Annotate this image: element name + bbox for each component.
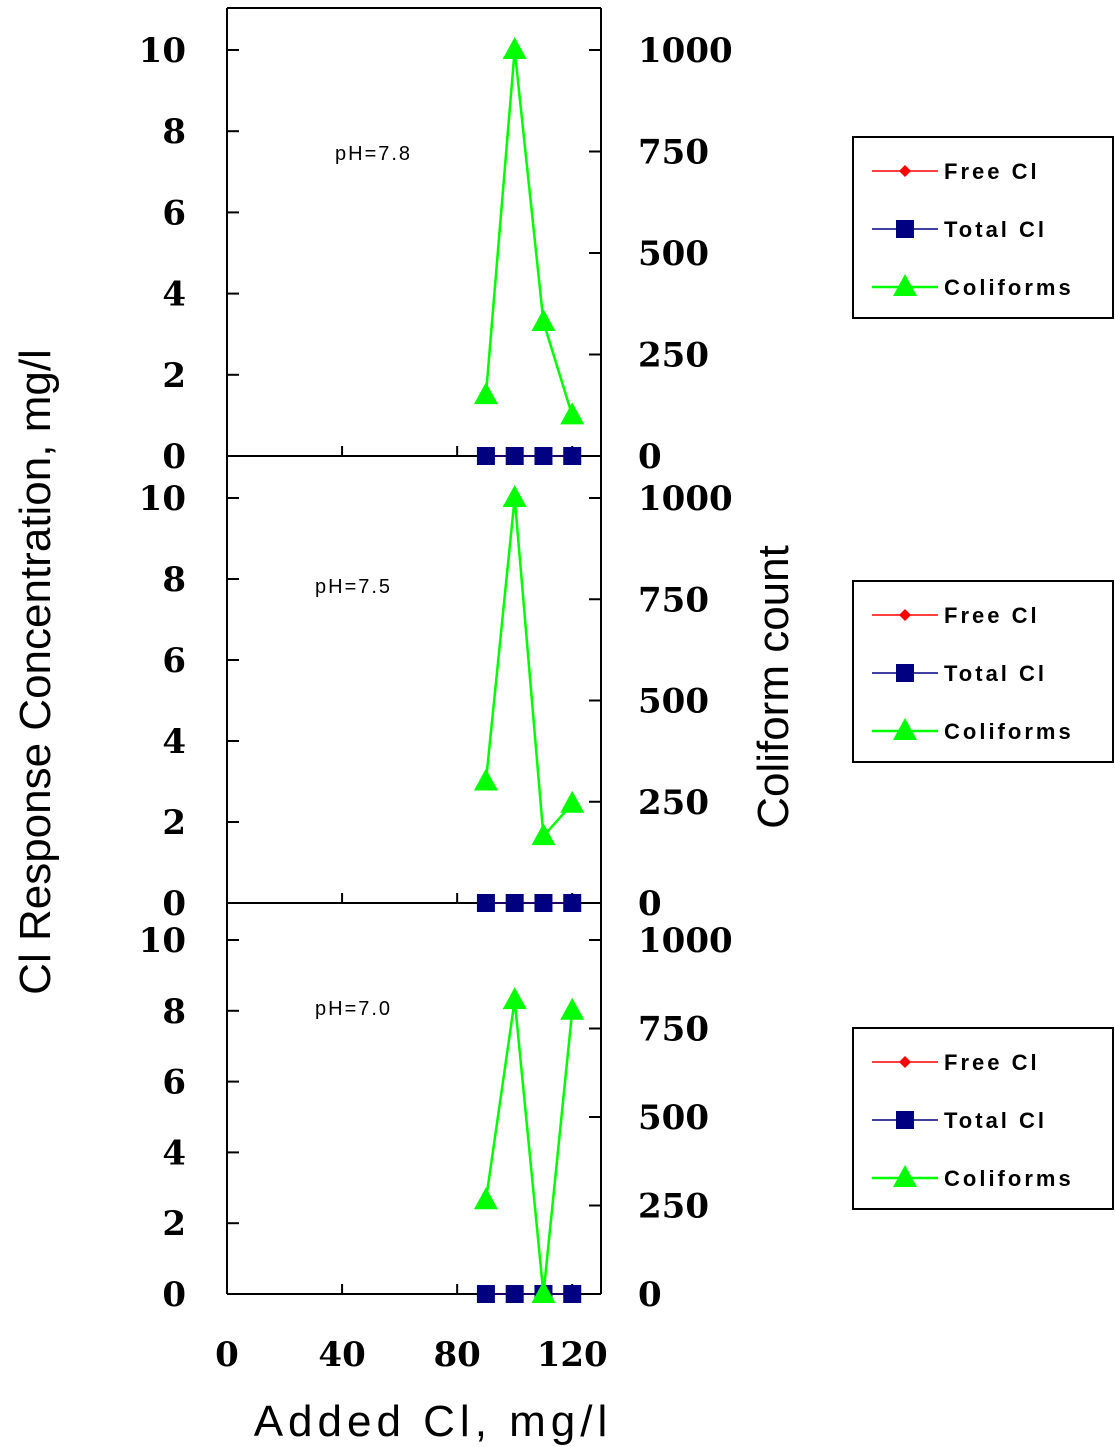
panel-1-total-cl-point-0 — [476, 447, 495, 465]
panel-2-legend-marker-1 — [896, 664, 914, 682]
x-tick-label: 0 — [215, 1335, 239, 1375]
y-axis-title: Cl Response Concentration, mg/l — [11, 349, 60, 995]
panel-3-legend-label: Total Cl — [944, 1108, 1047, 1133]
panel-1-legend-label: Free Cl — [944, 159, 1040, 184]
panel-1-coliforms-point-3 — [560, 402, 585, 425]
panel-2-coliforms-line — [484, 497, 574, 840]
panel-3-annotation: pH=7.0 — [315, 998, 392, 1020]
panel-1-coliforms-line — [484, 49, 574, 416]
panel-2-annotation: pH=7.5 — [315, 576, 392, 598]
panel-1-coliforms-point-1 — [502, 37, 527, 59]
panel-3-y-tick-label: 6 — [162, 1063, 186, 1103]
panel-3-legend-label: Free Cl — [944, 1050, 1040, 1075]
panel-2-coliforms-point-2 — [531, 823, 556, 846]
panel-3-legend-marker-1 — [896, 1111, 914, 1129]
panel-2-total-cl-point-0 — [476, 894, 495, 912]
panel-3-y2-tick-label: 0 — [638, 1275, 662, 1315]
panel-1-y-tick-label: 6 — [162, 193, 186, 233]
panel-2-y-tick-label: 4 — [162, 722, 186, 762]
panel-3-y-tick-label: 2 — [162, 1204, 186, 1244]
panel-1-coliforms-point-0 — [473, 382, 498, 405]
panel-1-y-tick-label: 4 — [162, 275, 186, 315]
panel-2-legend-marker-0 — [899, 609, 911, 621]
panel-3-legend-marker-2 — [893, 1165, 917, 1187]
panel-2-coliforms-point-3 — [560, 790, 585, 813]
panel-2-legend-label: Coliforms — [944, 719, 1074, 744]
panel-2-y2-tick-label: 0 — [638, 884, 662, 924]
panel-3-y-tick-label: 10 — [139, 921, 186, 961]
panel-3-y-tick-label: 0 — [162, 1275, 186, 1315]
panel-2-legend-marker-2 — [893, 718, 917, 740]
panel-2-y-tick-label: 0 — [162, 884, 186, 924]
y2-axis-title: Coliform count — [749, 545, 798, 829]
panel-2-coliforms-point-1 — [502, 485, 527, 507]
panel-1-y2-tick-label: 0 — [638, 437, 662, 477]
panel-1-y2-tick-label: 750 — [638, 133, 709, 173]
x-tick-label: 80 — [433, 1335, 480, 1375]
panel-1-y2-tick-label: 250 — [638, 336, 709, 376]
panel-3-y-tick-label: 4 — [162, 1133, 186, 1173]
panel-3-y2-tick-label: 1000 — [638, 921, 733, 961]
panel-2-y2-tick-label: 250 — [638, 783, 709, 823]
panel-2-y2-tick-label: 750 — [638, 580, 709, 620]
panel-2-y-tick-label: 10 — [139, 479, 186, 519]
panel-3-legend-label: Coliforms — [944, 1166, 1074, 1191]
panel-1-legend-marker-1 — [896, 220, 914, 238]
panel-2-y-tick-label: 8 — [162, 560, 186, 600]
panel-1-total-cl-point-1 — [505, 447, 524, 465]
panel-2-total-cl-point-1 — [505, 894, 524, 912]
panel-1-legend-label: Total Cl — [944, 217, 1047, 242]
panel-3-legend-marker-0 — [899, 1056, 911, 1068]
panel-3-coliforms-point-3 — [560, 997, 585, 1020]
panel-1-legend-marker-0 — [899, 165, 911, 177]
panel-3-coliforms-point-1 — [502, 987, 527, 1010]
panel-1-total-cl-point-3 — [563, 447, 582, 465]
panel-3-y2-tick-label: 500 — [638, 1098, 709, 1138]
panel-3-coliforms-point-2 — [531, 1281, 556, 1303]
x-axis-title: Added Cl, mg/l — [254, 1397, 613, 1446]
panel-3-total-cl-point-3 — [563, 1285, 582, 1303]
panel-2-total-cl-point-2 — [534, 894, 553, 912]
panel-1-y-tick-label: 10 — [139, 31, 186, 71]
panel-3-total-cl-point-0 — [476, 1285, 495, 1303]
panel-3-coliforms-line — [484, 1000, 574, 1295]
panel-1-coliforms-point-2 — [531, 309, 556, 332]
panel-2-y-tick-label: 2 — [162, 803, 186, 843]
panel-2-coliforms-point-0 — [473, 768, 498, 791]
panel-1-y2-tick-label: 500 — [638, 234, 709, 274]
panel-2-y2-tick-label: 1000 — [638, 479, 733, 519]
panel-3-total-cl-point-1 — [505, 1285, 524, 1303]
panel-3-y-tick-label: 8 — [162, 992, 186, 1032]
panel-1-y2-tick-label: 1000 — [638, 31, 733, 71]
panel-3-coliforms-point-0 — [473, 1187, 498, 1210]
panel-1-total-cl-point-2 — [534, 447, 553, 465]
panel-1-y-tick-label: 2 — [162, 356, 186, 396]
x-tick-label: 40 — [318, 1335, 365, 1375]
panel-2-total-cl-point-3 — [563, 894, 582, 912]
panel-1-y-tick-label: 0 — [162, 437, 186, 477]
panel-2-y-tick-label: 6 — [162, 641, 186, 681]
panel-2-y2-tick-label: 500 — [638, 682, 709, 722]
panel-1-annotation: pH=7.8 — [335, 143, 412, 165]
panel-1-legend-label: Coliforms — [944, 275, 1074, 300]
panel-2-legend-label: Free Cl — [944, 603, 1040, 628]
panel-3-y2-tick-label: 750 — [638, 1010, 709, 1050]
panel-1-y-tick-label: 8 — [162, 112, 186, 152]
panel-3-y2-tick-label: 250 — [638, 1187, 709, 1227]
panel-2-legend-label: Total Cl — [944, 661, 1047, 686]
panel-1-legend-marker-2 — [893, 274, 917, 296]
x-tick-label: 120 — [537, 1335, 608, 1375]
